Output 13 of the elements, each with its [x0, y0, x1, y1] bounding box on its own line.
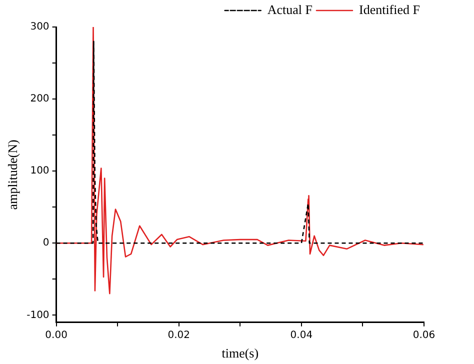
y-tick-label: 100 — [30, 166, 50, 177]
x-tick-label: 0.06 — [412, 330, 436, 341]
x-axis-title: time(s) — [222, 346, 259, 361]
y-axis-title: amplitude(N) — [5, 140, 20, 210]
y-tick-label: 300 — [30, 22, 50, 33]
x-tick-label: 0.02 — [168, 330, 190, 341]
legend-label: Actual F — [267, 2, 312, 17]
legend-label: Identified F — [358, 2, 420, 17]
x-tick-label: 0.04 — [290, 330, 313, 341]
y-tick-label: 0 — [42, 238, 50, 249]
y-tick-label: 200 — [30, 94, 50, 105]
x-tick-label: 0.00 — [45, 330, 68, 341]
y-tick-label: -100 — [26, 310, 50, 321]
